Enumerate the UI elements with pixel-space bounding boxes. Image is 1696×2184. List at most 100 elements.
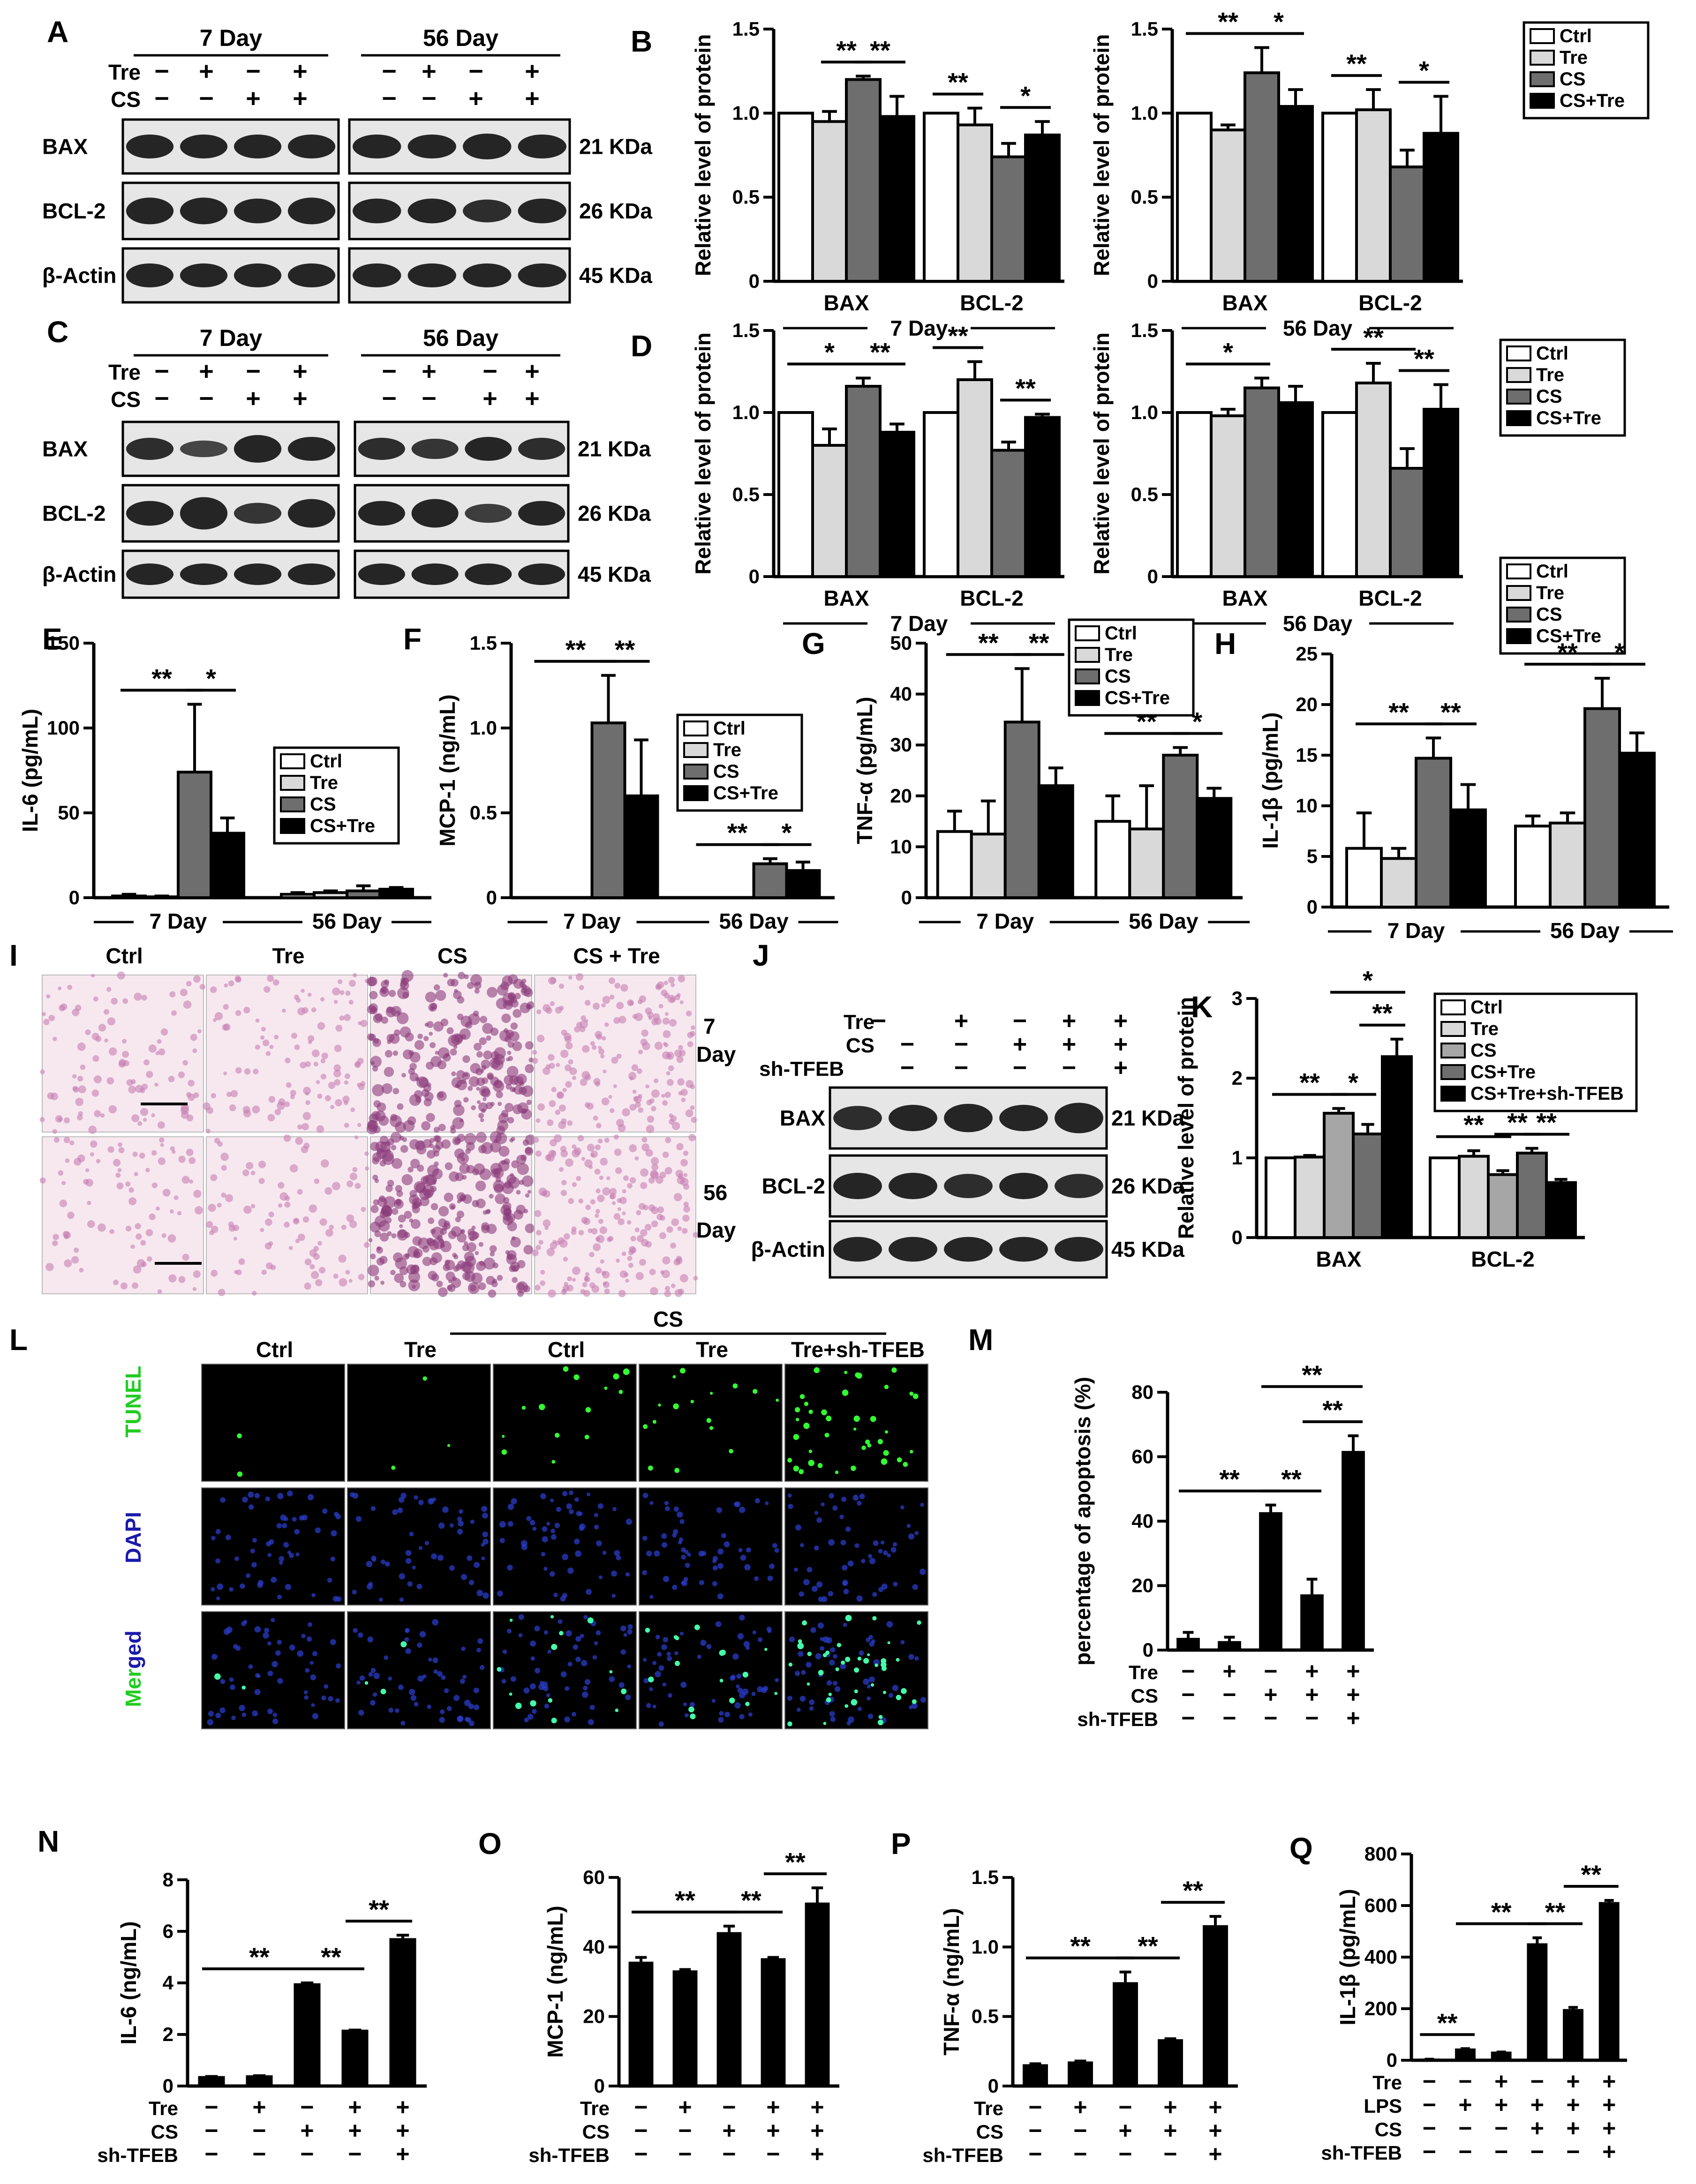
dapi-nucleus xyxy=(542,1536,548,1543)
tissue-cell xyxy=(580,1078,588,1086)
tissue-cell xyxy=(399,1224,403,1228)
tunel-positive-cell xyxy=(826,1415,832,1421)
condition-mark: − xyxy=(154,384,169,413)
dapi-nucleus xyxy=(324,1684,329,1689)
tissue-cell xyxy=(496,1091,503,1098)
y-tick-label: 1.0 xyxy=(732,102,760,124)
tissue-cell xyxy=(210,1174,218,1181)
condition-mark: − xyxy=(1423,2068,1436,2094)
tissue-cell xyxy=(379,1255,388,1264)
fluorescence-image xyxy=(493,1611,637,1729)
tissue-cell xyxy=(559,1239,568,1248)
dapi-nucleus xyxy=(476,1590,483,1597)
tunel-positive-cell xyxy=(804,1402,809,1406)
condition-mark: + xyxy=(1346,1681,1360,1708)
tissue-cell xyxy=(609,1188,617,1195)
tissue-cell xyxy=(483,1257,496,1270)
dapi-nucleus xyxy=(432,1657,438,1663)
tissue-cell xyxy=(565,1042,573,1050)
tissue-cell xyxy=(568,1198,574,1204)
dapi-nucleus xyxy=(774,1548,779,1553)
bar xyxy=(1342,1451,1365,1651)
sig-stars: ** xyxy=(1363,323,1384,352)
sig-stars: ** xyxy=(321,1942,341,1972)
bar xyxy=(1598,1902,1620,2061)
tissue-cell xyxy=(132,1282,138,1289)
tunel-positive-cell xyxy=(835,1667,839,1672)
dapi-nucleus xyxy=(294,1529,300,1535)
condition-mark: − xyxy=(204,2141,218,2167)
condition-mark: + xyxy=(1114,1007,1128,1035)
tissue-cell xyxy=(443,973,448,978)
tunel-positive-cell xyxy=(793,1434,799,1440)
tunel-positive-cell xyxy=(673,1403,679,1410)
dapi-nucleus xyxy=(586,1589,592,1595)
blot-band xyxy=(358,563,405,585)
legend-label: Ctrl xyxy=(1536,343,1568,364)
y-tick-label: 1.0 xyxy=(470,717,497,739)
dapi-nucleus xyxy=(266,1541,271,1546)
tissue-cell xyxy=(151,1182,158,1188)
bar xyxy=(936,830,973,899)
dapi-nucleus xyxy=(550,1529,556,1534)
dapi-nucleus xyxy=(866,1637,871,1643)
tissue-cell xyxy=(437,1235,443,1241)
tissue-cell xyxy=(328,1081,336,1089)
tissue-cell xyxy=(379,1160,386,1167)
condition-mark: − xyxy=(1013,1054,1027,1081)
tissue-cell xyxy=(261,1269,267,1275)
tissue-cell xyxy=(438,1287,448,1297)
tissue-cell xyxy=(409,1218,414,1223)
dapi-nucleus xyxy=(565,1686,570,1691)
legend-label: Tre xyxy=(713,740,741,760)
condition-mark: + xyxy=(293,84,308,113)
tissue-cell xyxy=(456,1210,465,1218)
tissue-cell xyxy=(372,1157,379,1165)
dapi-nucleus xyxy=(566,1503,573,1509)
dapi-nucleus xyxy=(428,1658,432,1662)
y-axis-label: percentage of apoptosis (%) xyxy=(1070,1377,1095,1666)
y-tick-label: 0.5 xyxy=(732,483,760,505)
tunel-positive-cell xyxy=(613,1373,619,1380)
condition-mark: + xyxy=(348,2117,362,2144)
tissue-cell xyxy=(381,1016,388,1024)
condition-mark: + xyxy=(199,357,214,385)
condition-label: sh-TFEB xyxy=(1077,1708,1158,1730)
dapi-nucleus xyxy=(357,1632,363,1638)
tissue-cell xyxy=(664,1286,671,1291)
tissue-cell xyxy=(50,1092,59,1101)
tissue-cell xyxy=(450,1127,456,1134)
dapi-nucleus xyxy=(757,1637,763,1643)
tissue-cell xyxy=(599,1226,607,1234)
tissue-cell xyxy=(613,1213,621,1220)
tunel-positive-cell xyxy=(604,1386,608,1390)
condition-mark: + xyxy=(1305,1681,1319,1708)
dapi-nucleus xyxy=(507,1521,513,1527)
tunel-positive-cell xyxy=(618,1389,623,1394)
tissue-cell xyxy=(296,998,301,1003)
dapi-nucleus xyxy=(680,1681,687,1688)
tissue-cell xyxy=(618,1290,626,1298)
dapi-nucleus xyxy=(717,1593,724,1599)
dapi-nucleus xyxy=(798,1651,804,1657)
bar xyxy=(1458,1155,1490,1239)
tissue-cell xyxy=(298,1233,305,1241)
tissue-cell xyxy=(645,1241,652,1248)
tissue-cell xyxy=(77,1042,86,1051)
tissue-cell xyxy=(252,1105,260,1114)
dapi-nucleus xyxy=(524,1718,529,1723)
sig-stars: ** xyxy=(151,663,172,693)
tissue-cell xyxy=(600,1054,605,1058)
tissue-cell xyxy=(208,1204,216,1212)
dapi-nucleus xyxy=(583,1615,588,1620)
panel-letter: B xyxy=(631,24,652,58)
tissue-cell xyxy=(550,1001,555,1006)
condition-mark: − xyxy=(204,2094,218,2120)
dapi-nucleus xyxy=(220,1497,226,1503)
y-axis-label: IL-1β (pg/mL) xyxy=(1335,1889,1360,2025)
label-mask xyxy=(1266,610,1369,634)
tissue-cell xyxy=(392,1051,399,1056)
bar xyxy=(1300,1594,1324,1651)
label-mask xyxy=(709,911,799,934)
tissue-cell xyxy=(48,1014,55,1021)
